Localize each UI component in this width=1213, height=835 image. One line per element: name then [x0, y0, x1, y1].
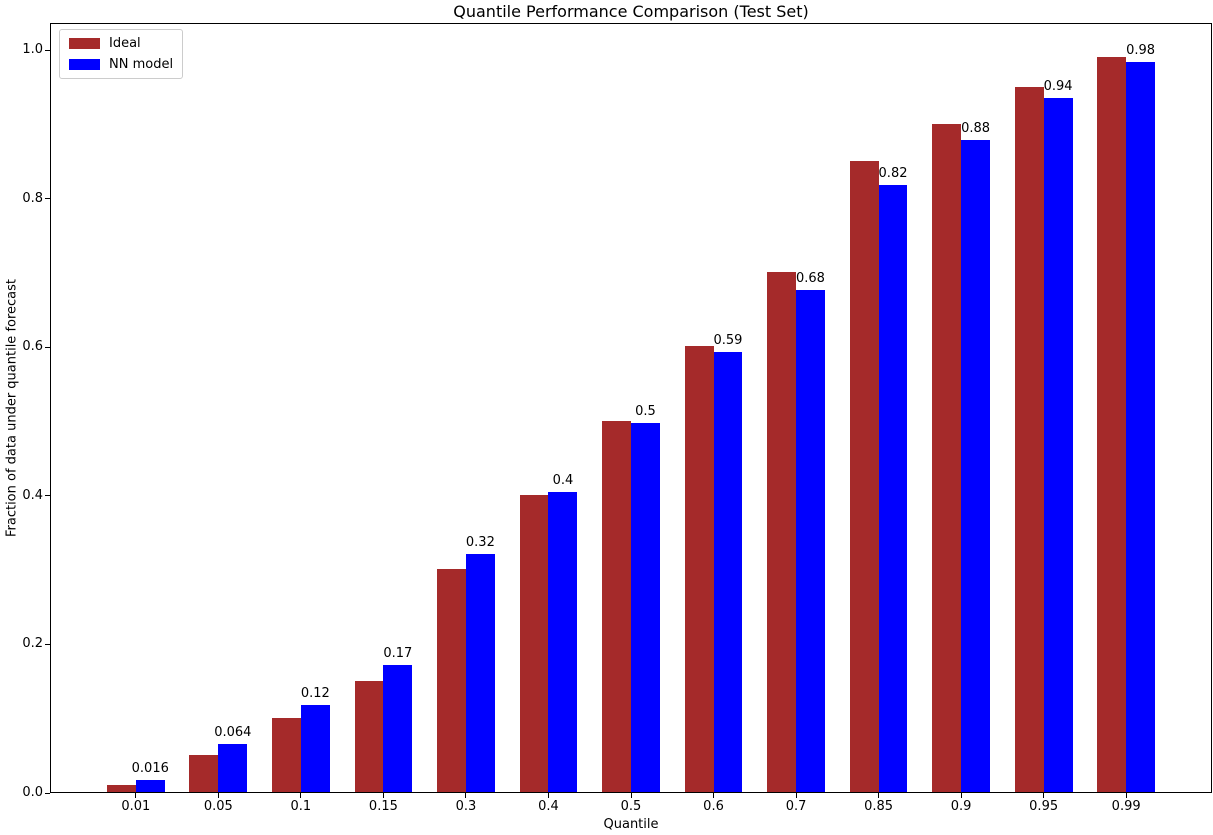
- bar-ideal: [106, 784, 136, 792]
- bar-nn-model: [465, 554, 495, 792]
- bar-value-label: 0.82: [878, 165, 908, 181]
- x-tick: [300, 793, 302, 798]
- legend-swatch-ideal: [69, 38, 100, 49]
- y-tick-label: 0.4: [22, 487, 43, 503]
- x-tick-label: 0.95: [1029, 799, 1059, 814]
- legend-swatch-nn-model: [69, 59, 100, 70]
- bar-value-label: 0.5: [635, 403, 656, 419]
- bar-value-label: 0.4: [552, 473, 574, 489]
- x-tick-label: 0.5: [620, 799, 642, 814]
- y-tick: [45, 346, 50, 348]
- chart-title: Quantile Performance Comparison (Test Se…: [453, 2, 809, 21]
- y-tick: [45, 643, 50, 645]
- x-tick-label: 0.4: [538, 799, 559, 814]
- bar-value-label: 0.59: [713, 333, 743, 349]
- bar-value-label: 0.016: [131, 761, 169, 777]
- bar-ideal: [1097, 56, 1127, 792]
- bar-value-label: 0.94: [1043, 78, 1073, 94]
- x-tick: [1125, 793, 1127, 798]
- bar-ideal: [767, 272, 797, 792]
- x-tick: [960, 793, 962, 798]
- x-tick-label: 0.85: [864, 799, 894, 814]
- bar-value-label: 0.32: [465, 535, 495, 551]
- x-tick: [135, 793, 137, 798]
- bar-value-label: 0.17: [383, 646, 413, 662]
- bar-value-label: 0.064: [214, 725, 252, 741]
- y-tick-label: 0.0: [22, 785, 43, 800]
- x-tick: [1043, 793, 1045, 798]
- y-tick: [45, 792, 50, 794]
- legend-label-nn-model: NN model: [109, 57, 174, 72]
- bar-value-label: 0.98: [1126, 43, 1156, 59]
- x-tick: [630, 793, 632, 798]
- bar-value-label: 0.68: [796, 271, 825, 287]
- bar-value-label: 0.12: [300, 686, 330, 702]
- x-tick: [713, 793, 715, 798]
- y-tick: [45, 198, 50, 200]
- x-tick-label: 0.05: [203, 799, 233, 814]
- legend: Ideal NN model: [59, 29, 184, 79]
- bar-nn-model: [300, 705, 330, 792]
- bar-ideal: [189, 754, 219, 792]
- bar-nn-model: [383, 665, 413, 792]
- y-tick-label: 0.2: [22, 636, 43, 652]
- x-axis-label: Quantile: [603, 817, 659, 832]
- x-tick-label: 0.99: [1111, 799, 1141, 814]
- bar-ideal: [272, 717, 301, 792]
- x-tick: [382, 793, 384, 798]
- bar-nn-model: [1126, 62, 1156, 792]
- x-tick: [465, 793, 467, 798]
- bar-ideal: [849, 160, 879, 792]
- x-tick: [795, 793, 797, 798]
- bar-nn-model: [218, 744, 248, 792]
- x-tick-label: 0.01: [121, 799, 151, 814]
- legend-item-nn-model: NN model: [69, 57, 173, 72]
- legend-item-ideal: Ideal: [69, 36, 173, 51]
- x-tick-label: 0.15: [368, 799, 398, 814]
- bar-ideal: [354, 680, 384, 792]
- x-tick-label: 0.3: [455, 799, 477, 814]
- bar-ideal: [519, 495, 549, 792]
- y-tick: [45, 495, 50, 497]
- bar-nn-model: [631, 422, 660, 792]
- y-tick-label: 0.6: [22, 339, 43, 355]
- x-tick: [547, 793, 549, 798]
- bar-nn-model: [796, 290, 825, 792]
- bar-ideal: [684, 346, 714, 792]
- x-tick: [217, 793, 219, 798]
- bar-nn-model: [1043, 97, 1073, 792]
- bar-nn-model: [961, 140, 990, 792]
- bar-ideal: [932, 123, 962, 792]
- bar-ideal: [437, 569, 466, 792]
- x-tick-label: 0.9: [950, 799, 972, 814]
- bar-nn-model: [878, 184, 908, 792]
- y-tick: [45, 49, 50, 51]
- y-tick-label: 1.0: [22, 42, 43, 58]
- x-tick-label: 0.6: [703, 799, 724, 814]
- bar-nn-model: [713, 352, 743, 792]
- legend-label-ideal: Ideal: [109, 36, 141, 51]
- bar-ideal: [1014, 86, 1044, 792]
- x-tick-label: 0.7: [785, 799, 807, 814]
- y-tick-label: 0.8: [22, 190, 43, 206]
- bar-value-label: 0.88: [961, 121, 991, 137]
- bar-nn-model: [135, 780, 165, 792]
- x-tick-label: 0.1: [290, 799, 312, 814]
- plot-area: Ideal NN model 0.016 0.064 0.12 0.17 0.32 0.4…: [50, 23, 1212, 793]
- bar-ideal: [602, 420, 631, 792]
- x-tick: [878, 793, 880, 798]
- bar-nn-model: [548, 492, 578, 792]
